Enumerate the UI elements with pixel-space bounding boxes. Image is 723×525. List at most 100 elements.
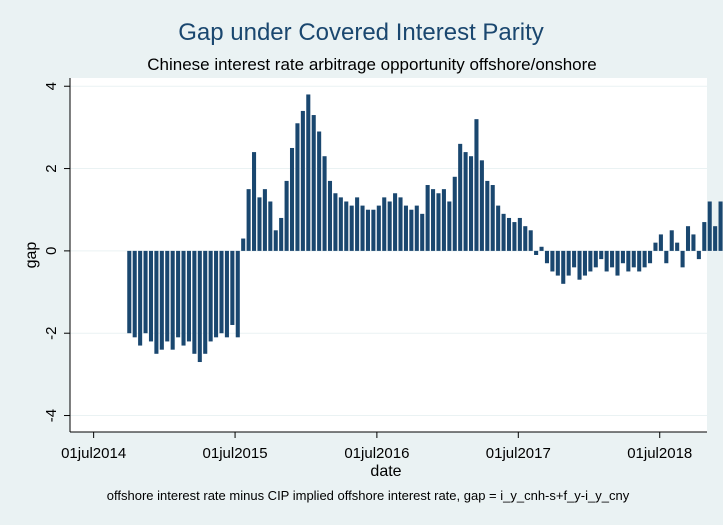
bar (610, 250, 615, 268)
bar (658, 234, 663, 251)
bar (420, 213, 425, 251)
bar (333, 193, 338, 251)
bar (653, 242, 658, 251)
bar (219, 250, 224, 334)
bar (490, 185, 495, 251)
x-tick-label: 01jul2016 (344, 445, 409, 462)
x-tick-label: 01jul2015 (203, 445, 268, 462)
axes (69, 78, 707, 433)
bar (360, 205, 365, 251)
bar (289, 147, 295, 251)
bar (398, 197, 403, 251)
bar (441, 189, 446, 251)
chart-title: Gap under Covered Interest Parity (178, 19, 544, 46)
bar (273, 230, 278, 251)
bar (317, 131, 322, 251)
bar (246, 189, 251, 251)
bar (214, 250, 219, 338)
bar (208, 250, 213, 342)
y-tick-label: 0 (43, 247, 60, 255)
bar (637, 250, 642, 272)
bar (577, 250, 582, 280)
bar (279, 217, 284, 251)
bar (230, 250, 235, 325)
bar (512, 222, 517, 251)
bar (148, 250, 154, 342)
bar (165, 250, 170, 342)
bar (371, 209, 376, 251)
bar (127, 250, 132, 334)
bar (506, 217, 512, 251)
bar (528, 230, 533, 251)
bar (555, 250, 560, 276)
bar (615, 250, 620, 276)
bar-series (127, 94, 723, 363)
bar (132, 250, 137, 338)
y-tick-label: -2 (43, 327, 60, 340)
bar (257, 197, 262, 251)
chart-subtitle: Chinese interest rate arbitrage opportun… (147, 55, 597, 74)
bar (295, 123, 300, 251)
y-tick-label: 4 (43, 82, 60, 90)
bar (344, 201, 349, 251)
bar (197, 250, 202, 363)
bar (675, 242, 680, 251)
bar (224, 250, 229, 338)
bar (393, 193, 398, 251)
bar (403, 205, 408, 251)
bar (436, 193, 441, 251)
bar (713, 226, 718, 251)
bar (181, 250, 186, 346)
bar (138, 250, 143, 346)
bar (300, 110, 305, 251)
bar (718, 201, 723, 251)
bar (523, 226, 528, 251)
bar (262, 189, 267, 251)
bar (463, 152, 468, 251)
bar (159, 250, 164, 350)
bar (566, 250, 571, 276)
bar (702, 222, 707, 251)
bar (485, 180, 490, 251)
bar (365, 209, 370, 251)
bar (707, 201, 712, 251)
bar (496, 205, 501, 251)
chart-note: offshore interest rate minus CIP implied… (107, 488, 630, 503)
y-axis-label: gap (23, 242, 40, 269)
x-tick-label: 01jul2014 (61, 445, 126, 462)
bar (648, 250, 653, 264)
bar (561, 250, 566, 284)
bar (479, 160, 484, 251)
bar (143, 250, 148, 334)
bar (306, 94, 311, 251)
bar (322, 156, 327, 251)
bar (311, 115, 316, 251)
bar (539, 246, 544, 251)
bar (501, 213, 506, 251)
x-axis-ticks: 01jul2014 01jul2015 01jul2016 01jul2017 01ju… (61, 432, 692, 462)
bar (696, 250, 701, 260)
bar (604, 250, 609, 272)
bar (170, 250, 175, 350)
bar (474, 119, 479, 251)
bar (468, 156, 474, 251)
bar (268, 201, 273, 251)
bar (338, 197, 343, 251)
x-axis-label: date (370, 463, 401, 480)
bar (631, 250, 636, 268)
bar (186, 250, 191, 342)
bar (203, 250, 208, 354)
bar (599, 250, 604, 260)
bar (387, 201, 392, 251)
bar (452, 176, 457, 251)
bar (414, 205, 419, 251)
bar (284, 180, 289, 251)
bar (685, 226, 691, 251)
bar (252, 152, 257, 251)
bar (669, 230, 674, 251)
y-axis-ticks: -4 -2 0 2 4 (43, 82, 70, 422)
bar (425, 185, 430, 251)
bar (680, 250, 685, 268)
